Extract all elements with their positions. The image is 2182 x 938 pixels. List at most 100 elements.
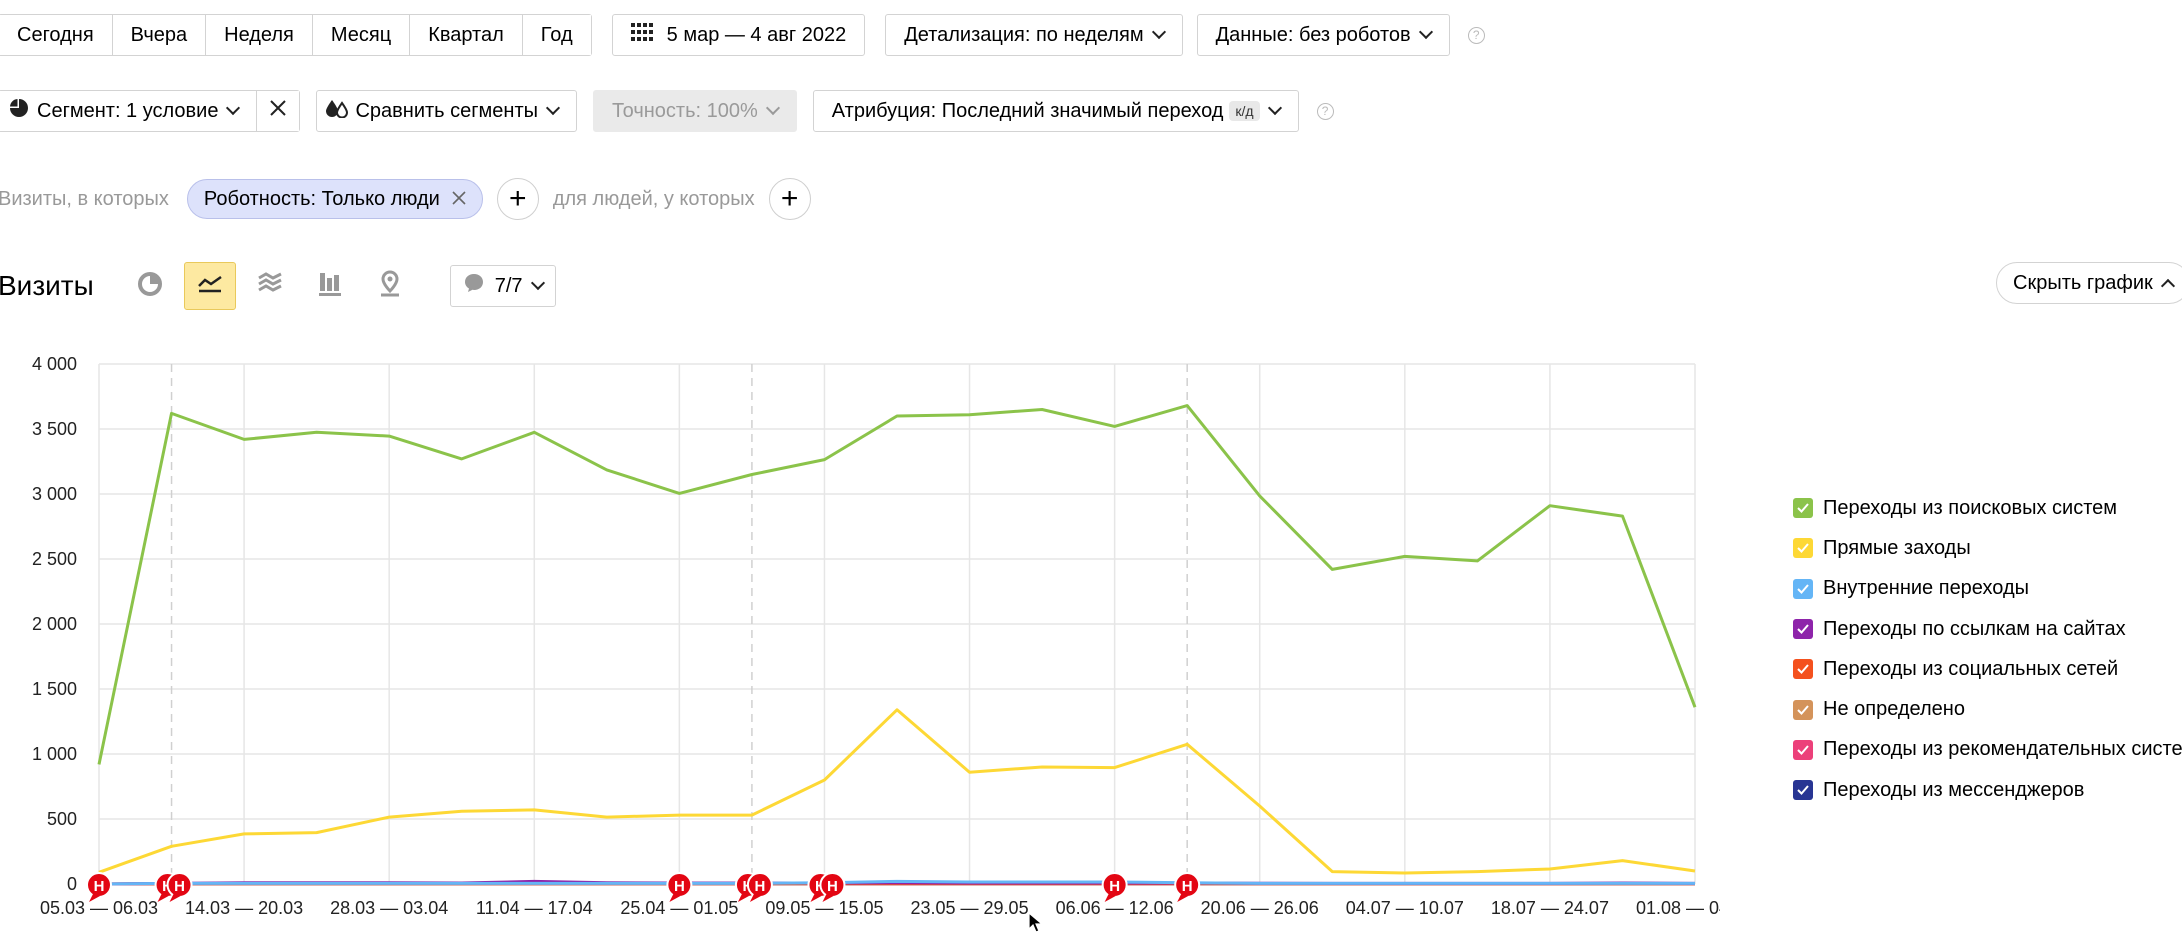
calendar-icon <box>630 23 653 47</box>
chevron-down-icon <box>765 100 780 116</box>
line-chart-icon <box>197 274 223 299</box>
x-tick-label: 09.05 — 15.05 <box>765 898 883 918</box>
checkbox-checked-icon[interactable] <box>1793 659 1813 680</box>
y-tick-label: 500 <box>47 809 77 829</box>
legend-item[interactable]: Переходы из поисковых систем <box>1793 488 2182 528</box>
x-tick-label: 11.04 — 17.04 <box>476 898 593 918</box>
x-tick-label: 05.03 — 06.03 <box>40 898 158 918</box>
series-line[interactable] <box>98 708 1696 875</box>
filter-row: Визиты, в которых Роботность: Только люд… <box>0 178 811 220</box>
visits-condition-label: Визиты, в которых <box>0 187 169 210</box>
hide-chart-button[interactable]: Скрыть график <box>1996 262 2182 304</box>
svg-text:Н: Н <box>827 878 838 895</box>
add-visit-condition-button[interactable]: + <box>496 178 539 220</box>
view-bar-button[interactable] <box>304 262 356 310</box>
legend-item[interactable]: Внутренние переходы <box>1793 569 2182 609</box>
x-tick-label: 18.07 — 24.07 <box>1491 898 1609 918</box>
legend-label: Переходы по ссылкам на сайтах <box>1823 617 2126 640</box>
checkbox-checked-icon[interactable] <box>1793 538 1813 559</box>
view-area-button[interactable] <box>244 262 296 310</box>
annotation-marker[interactable]: Н <box>1174 872 1201 902</box>
attribution-dropdown[interactable]: Атрибуция: Последний значимый переход к/… <box>812 90 1299 132</box>
view-pie-button[interactable] <box>124 262 176 310</box>
legend-label: Прямые заходы <box>1823 536 1971 559</box>
chevron-up-icon <box>2160 278 2175 294</box>
y-tick-label: 3 500 <box>32 419 77 439</box>
view-map-button[interactable] <box>364 262 416 310</box>
chart-annotations: НННННННННН <box>86 872 1201 902</box>
date-range-label: 5 мар — 4 авг 2022 <box>666 23 847 46</box>
x-tick-label: 23.05 — 29.05 <box>910 898 1028 918</box>
robotness-filter-chip[interactable]: Роботность: Только люди <box>186 179 483 219</box>
chevron-down-icon <box>1151 24 1166 40</box>
annotation-marker[interactable]: Н <box>86 872 112 902</box>
legend-item[interactable]: Переходы из социальных сетей <box>1793 649 2182 689</box>
checkbox-checked-icon[interactable] <box>1793 619 1813 640</box>
y-tick-label: 1 000 <box>32 744 77 764</box>
compare-label: Сравнить сегменты <box>355 99 538 122</box>
legend-item[interactable]: Переходы из рекомендательных систе <box>1793 730 2182 770</box>
x-tick-label: 01.08 — 04.08 <box>1636 898 1720 918</box>
checkbox-checked-icon[interactable] <box>1793 739 1813 760</box>
legend-item[interactable]: Переходы по ссылкам на сайтах <box>1793 609 2182 649</box>
close-icon[interactable] <box>452 188 466 211</box>
accuracy-label: Точность: 100% <box>612 99 758 122</box>
annotation-marker[interactable]: Н <box>819 872 846 902</box>
legend-item[interactable]: Не определено <box>1793 689 2182 729</box>
annotation-marker[interactable]: Н <box>666 872 693 902</box>
y-tick-label: 2 000 <box>32 614 77 634</box>
svg-text:Н: Н <box>754 878 765 895</box>
help-icon[interactable]: ? <box>1316 102 1334 120</box>
annotation-marker[interactable]: Н <box>1101 872 1128 902</box>
detail-dropdown[interactable]: Детализация: по неделям <box>885 14 1183 56</box>
tab-year[interactable]: Год <box>522 15 591 55</box>
comments-count: 7/7 <box>494 274 523 297</box>
series-line[interactable] <box>98 879 1695 886</box>
clear-segment-button[interactable] <box>257 91 300 131</box>
tab-quarter[interactable]: Квартал <box>410 15 523 55</box>
legend-item[interactable]: Переходы из мессенджеров <box>1793 770 2182 810</box>
data-filter-dropdown[interactable]: Данные: без роботов <box>1196 14 1450 56</box>
toolbar-row-2: Сегмент: 1 условие Сравнить сегменты Точ… <box>0 90 1334 132</box>
tab-week[interactable]: Неделя <box>206 15 313 55</box>
x-tick-label: 04.07 — 10.07 <box>1346 898 1464 918</box>
svg-text:Н: Н <box>174 878 185 895</box>
annotation-marker[interactable]: Н <box>166 872 193 902</box>
checkbox-checked-icon[interactable] <box>1793 780 1813 801</box>
chart-series <box>97 404 1697 886</box>
checkbox-checked-icon[interactable] <box>1793 498 1813 519</box>
chart-grid <box>98 363 1696 885</box>
chevron-down-icon <box>226 100 241 116</box>
tab-month[interactable]: Месяц <box>312 15 411 55</box>
legend-label: Переходы из поисковых систем <box>1823 496 2118 519</box>
chart-legend: Переходы из поисковых систем Прямые заход… <box>1793 488 2182 810</box>
pie-chart-icon <box>137 271 163 302</box>
toolbar-row-1: Сегодня Вчера Неделя Месяц Квартал Год 5… <box>0 14 1485 56</box>
checkbox-checked-icon[interactable] <box>1793 699 1813 720</box>
close-icon <box>269 99 287 123</box>
tab-yesterday[interactable]: Вчера <box>112 15 207 55</box>
segment-dropdown[interactable]: Сегмент: 1 условие <box>0 91 258 131</box>
tab-today[interactable]: Сегодня <box>0 15 113 55</box>
annotation-marker[interactable]: Н <box>746 872 773 902</box>
hide-chart-label: Скрыть график <box>2013 271 2153 294</box>
legend-item[interactable]: Прямые заходы <box>1793 528 2182 568</box>
date-range-button[interactable]: 5 мар — 4 авг 2022 <box>611 14 866 56</box>
drops-icon <box>325 98 349 124</box>
help-icon[interactable]: ? <box>1467 26 1485 44</box>
chevron-down-icon <box>1267 100 1282 116</box>
svg-text:Н: Н <box>94 878 105 895</box>
chevron-down-icon <box>545 100 561 116</box>
report-header: Визиты 7/7 <box>0 262 556 310</box>
mouse-cursor-icon <box>1028 912 1044 933</box>
x-tick-label: 14.03 — 20.03 <box>185 898 303 918</box>
comments-dropdown[interactable]: 7/7 <box>449 265 556 307</box>
checkbox-checked-icon[interactable] <box>1793 578 1813 599</box>
accuracy-dropdown[interactable]: Точность: 100% <box>593 90 797 132</box>
view-line-button[interactable] <box>183 262 236 310</box>
add-people-condition-button[interactable]: + <box>768 178 811 220</box>
compare-segments-dropdown[interactable]: Сравнить сегменты <box>316 90 577 132</box>
area-chart-icon <box>257 271 283 301</box>
series-line[interactable] <box>97 404 1697 765</box>
